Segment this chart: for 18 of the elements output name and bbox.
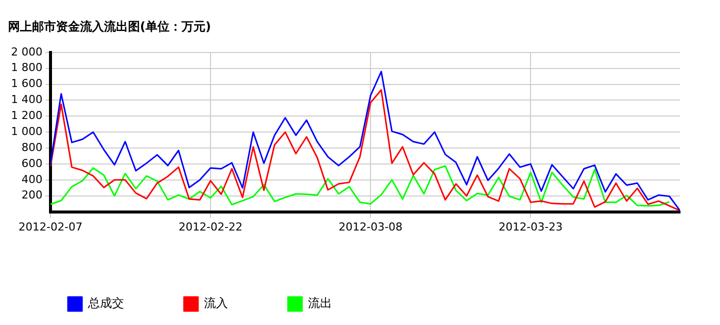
y-tick-label: 1 400 bbox=[10, 93, 42, 106]
legend-label: 流入 bbox=[204, 296, 228, 310]
x-tick-label: 2012-03-08 bbox=[338, 220, 403, 234]
x-tick-label: 2012-02-22 bbox=[178, 220, 243, 234]
legend-label: 总成交 bbox=[87, 296, 124, 310]
y-tick-label: 2 000 bbox=[10, 45, 42, 58]
x-tick-label: 2012-02-07 bbox=[18, 220, 82, 234]
y-tick-label: 600 bbox=[21, 156, 42, 170]
y-tick-label: 800 bbox=[21, 140, 42, 154]
y-tick-label: 200 bbox=[21, 188, 42, 202]
y-tick-label: 1 800 bbox=[10, 61, 42, 74]
y-tick-label: 1 600 bbox=[10, 77, 42, 90]
chart-title: 网上邮市资金流入流出图(单位：万元) bbox=[8, 19, 211, 34]
y-tick-label: 1 200 bbox=[10, 109, 42, 122]
x-tick-label: 2012-03-23 bbox=[498, 220, 563, 234]
y-tick-label: 400 bbox=[21, 172, 42, 186]
y-tick-label: 1 000 bbox=[10, 124, 42, 138]
legend-label: 流出 bbox=[308, 296, 332, 310]
